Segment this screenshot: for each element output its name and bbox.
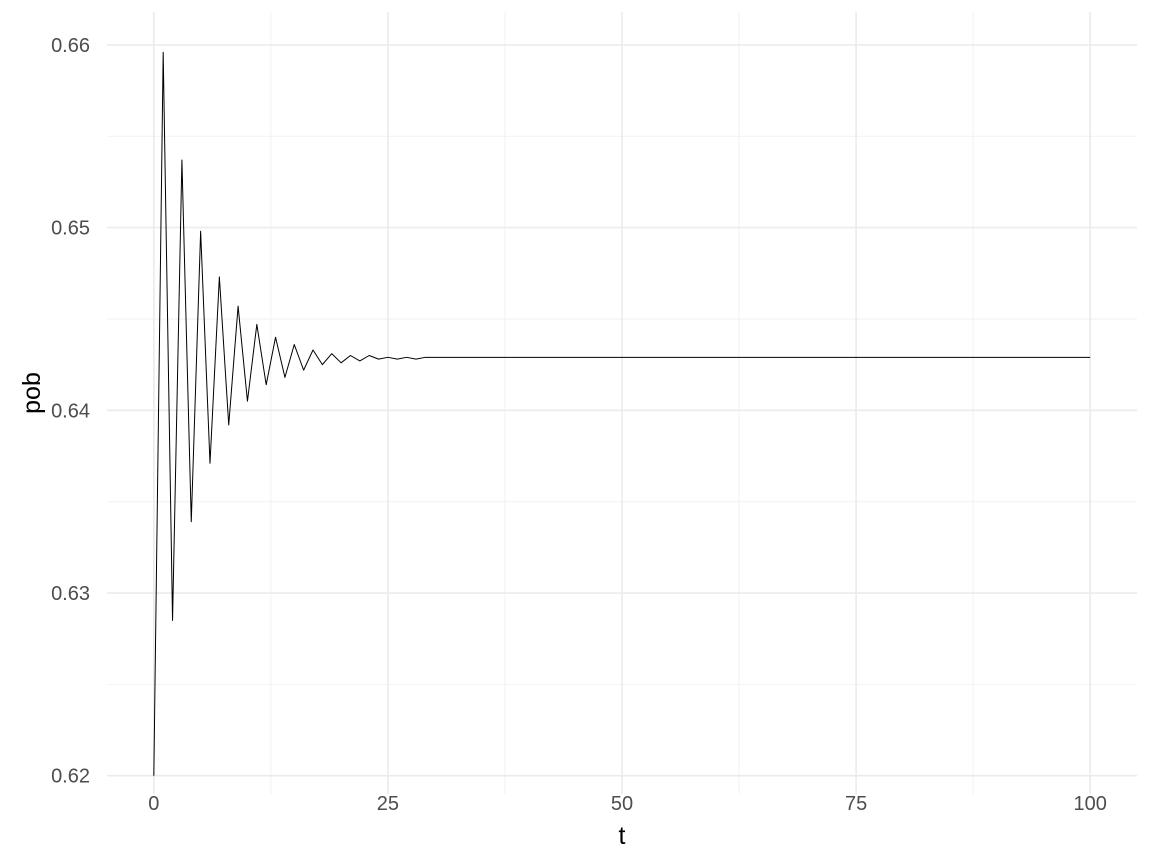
y-tick-label: 0.63 xyxy=(51,583,90,605)
x-tick-label: 100 xyxy=(1073,793,1106,815)
y-axis-tick-labels: 0.62 0.63 0.64 0.65 0.66 xyxy=(51,35,90,788)
x-tick-label: 0 xyxy=(148,793,159,815)
major-gridlines-x xyxy=(153,12,1091,794)
x-tick-label: 75 xyxy=(845,793,867,815)
x-tick-label: 50 xyxy=(611,793,633,815)
minor-gridlines-x xyxy=(270,12,974,794)
x-axis-title: t xyxy=(619,822,626,850)
series-layer xyxy=(153,51,1091,776)
x-axis-tick-labels: 0 25 50 75 100 xyxy=(148,793,1107,815)
series-line-pob xyxy=(153,51,1091,776)
x-tick-label: 25 xyxy=(377,793,399,815)
y-tick-label: 0.62 xyxy=(51,766,90,788)
y-axis-title: pob xyxy=(18,372,46,414)
y-tick-label: 0.64 xyxy=(51,400,90,422)
y-tick-label: 0.65 xyxy=(51,218,90,240)
y-tick-label: 0.66 xyxy=(51,35,90,57)
